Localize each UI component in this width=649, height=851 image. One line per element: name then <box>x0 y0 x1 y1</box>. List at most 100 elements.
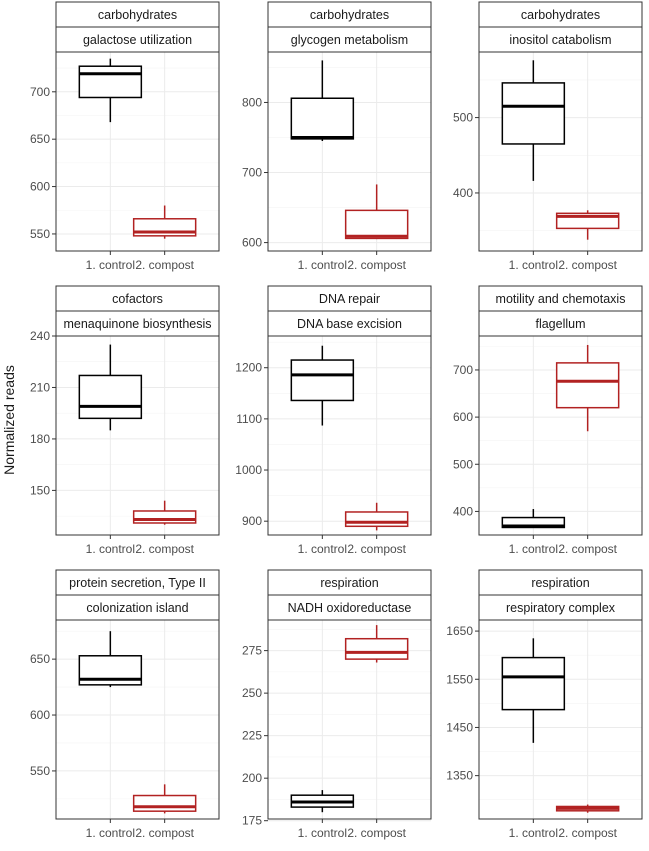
facet-strip-subsystem <box>267 594 432 621</box>
boxplot-control <box>290 790 355 813</box>
boxplot-compost <box>344 184 409 240</box>
y-tick-label: 150 <box>30 483 50 497</box>
x-tick-label: 2. compost <box>347 542 406 556</box>
facet-subsystem-label: flagellum <box>535 317 585 331</box>
y-tick-label: 550 <box>30 764 50 778</box>
boxplot-control <box>501 509 566 529</box>
x-tick-label: 2. compost <box>558 826 617 840</box>
facet-panel: motility and chemotaxis flagellum 400 500 60… <box>453 285 643 556</box>
x-tick-label: 2. compost <box>558 258 617 272</box>
facet-strip-subsystem <box>267 26 432 53</box>
boxplot-control <box>78 631 143 688</box>
y-tick-label: 1000 <box>235 463 262 477</box>
y-tick-label: 200 <box>242 771 262 785</box>
x-tick-label: 1. control <box>509 258 558 272</box>
facet-subsystem-label: glycogen metabolism <box>291 33 408 47</box>
facet-strip-group <box>267 285 432 312</box>
y-tick-label: 800 <box>242 95 262 109</box>
boxplot-compost <box>555 804 620 813</box>
x-tick-label: 2. compost <box>558 542 617 556</box>
box-iqr <box>132 794 197 812</box>
facet-group-label: protein secretion, Type II <box>69 576 206 590</box>
facet-panel: carbohydrates glycogen metabolism 600 700 80… <box>242 1 432 272</box>
box-iqr <box>290 97 355 140</box>
facet-subsystem-label: inositol catabolism <box>509 33 611 47</box>
boxplot-compost <box>132 784 197 814</box>
y-tick-label: 1650 <box>446 624 473 638</box>
y-tick-label: 500 <box>453 457 473 471</box>
y-tick-label: 1100 <box>236 412 262 426</box>
facet-group-label: respiration <box>531 576 589 590</box>
boxplot-compost <box>132 205 197 239</box>
facet-group-label: cofactors <box>112 292 163 306</box>
y-tick-label: 700 <box>242 166 262 180</box>
y-tick-label: 500 <box>453 111 473 125</box>
facet-panel: protein secretion, Type II colonization i… <box>30 569 220 840</box>
facet-strip-subsystem <box>55 310 220 337</box>
y-tick-label: 700 <box>453 363 473 377</box>
facet-panel: carbohydrates inositol catabolism 400 500 1.… <box>453 1 643 272</box>
box-iqr <box>501 82 566 145</box>
x-tick-label: 2. compost <box>135 826 194 840</box>
facet-strip-group <box>55 1 220 28</box>
y-tick-label: 550 <box>30 227 50 241</box>
panel-border <box>55 335 220 536</box>
x-tick-label: 1. control <box>86 826 135 840</box>
facet-strip-group <box>55 285 220 312</box>
boxplot-control <box>78 344 143 431</box>
y-tick-label: 275 <box>242 644 262 658</box>
box-iqr <box>78 374 143 420</box>
panel-border <box>267 619 432 820</box>
box-iqr <box>344 209 409 240</box>
y-tick-label: 600 <box>30 180 50 194</box>
x-tick-label: 2. compost <box>347 826 406 840</box>
facet-group-label: motility and chemotaxis <box>496 292 626 306</box>
y-tick-label: 1350 <box>446 769 473 783</box>
y-tick-label: 700 <box>30 85 50 99</box>
facet-group-label: carbohydrates <box>521 8 600 22</box>
box-iqr <box>555 362 620 409</box>
x-tick-label: 1. control <box>298 542 347 556</box>
x-tick-label: 1. control <box>509 826 558 840</box>
boxplot-compost <box>555 210 620 240</box>
boxplot-compost <box>555 344 620 432</box>
facet-subsystem-label: galactose utilization <box>83 33 192 47</box>
y-tick-label: 600 <box>453 410 473 424</box>
x-tick-label: 1. control <box>86 542 135 556</box>
y-tick-label: 225 <box>242 729 262 743</box>
facet-panel: respiration NADH oxidoreductase 175 200 225 2… <box>242 569 432 840</box>
facet-group-label: respiration <box>320 576 378 590</box>
y-tick-label: 600 <box>242 236 262 250</box>
facet-subsystem-label: DNA base excision <box>297 317 402 331</box>
y-axis-label: Normalized reads <box>1 365 17 475</box>
x-tick-label: 1. control <box>298 258 347 272</box>
facet-group-label: carbohydrates <box>98 8 177 22</box>
x-tick-label: 1. control <box>86 258 135 272</box>
y-tick-label: 1200 <box>235 361 262 375</box>
facet-panel: carbohydrates galactose utilization 550 600… <box>30 1 220 272</box>
panel-border <box>267 335 432 536</box>
y-tick-label: 400 <box>453 504 473 518</box>
facet-strip-group <box>267 1 432 28</box>
x-tick-label: 2. compost <box>135 542 194 556</box>
facet-group-label: DNA repair <box>319 292 380 306</box>
facet-subsystem-label: colonization island <box>86 601 188 615</box>
facet-subsystem-label: menaquinone biosynthesis <box>63 317 211 331</box>
y-tick-label: 180 <box>30 432 50 446</box>
box-iqr <box>344 511 409 528</box>
facet-panel: cofactors menaquinone biosynthesis 150 180 2… <box>30 285 220 556</box>
y-tick-label: 210 <box>30 380 50 394</box>
x-tick-label: 1. control <box>509 542 558 556</box>
panel-border <box>478 51 643 252</box>
panel-border <box>55 619 220 820</box>
y-tick-label: 650 <box>30 132 50 146</box>
boxplot-control <box>501 638 566 743</box>
boxplot-control <box>501 60 566 181</box>
facet-subsystem-label: NADH oxidoreductase <box>288 601 412 615</box>
box-iqr <box>132 510 197 524</box>
facet-strip-group <box>478 569 643 596</box>
y-tick-label: 1450 <box>446 720 473 734</box>
boxplot-compost <box>344 625 409 663</box>
facet-panel: DNA repair DNA base excision 900 1000 1100 12… <box>235 285 432 556</box>
y-tick-label: 400 <box>453 186 473 200</box>
